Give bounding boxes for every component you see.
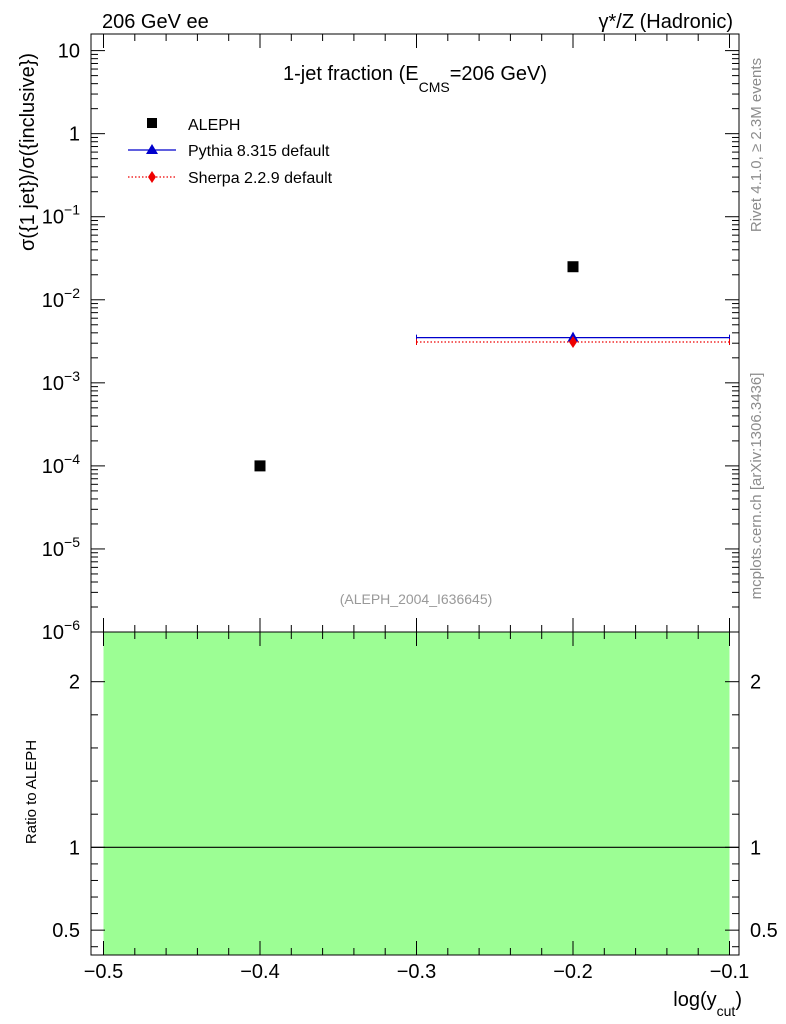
y-tick-label-base: 10 xyxy=(42,373,64,395)
ratio-y-tick-label-left: 2 xyxy=(69,672,80,694)
y-tick-label: 10−6 xyxy=(42,617,80,644)
legend-sherpa-label: Sherpa 2.2.9 default xyxy=(188,170,333,187)
y-tick-label-base: 10 xyxy=(42,207,64,229)
sherpa-data-point xyxy=(569,336,577,349)
header-right-label: γ*/Z (Hadronic) xyxy=(599,11,733,33)
chart-title: 1-jet fraction (ECMS=206 GeV) xyxy=(283,63,547,95)
x-axis-label-tail: ) xyxy=(735,989,742,1011)
ratio-y-tick-label-left: 0.5 xyxy=(52,920,80,942)
y-tick-label-exponent: −2 xyxy=(64,285,80,301)
ratio-y-tick-label-left: 1 xyxy=(69,837,80,859)
y-tick-label-base: 10 xyxy=(42,539,64,561)
ratio-uncertainty-band xyxy=(103,632,730,955)
ratio-y-axis-label: Ratio to ALEPH xyxy=(23,740,40,844)
x-axis-label-main: log(y xyxy=(673,989,716,1011)
aleph-data-point xyxy=(254,460,266,472)
y-tick-label-exponent: −4 xyxy=(64,451,80,467)
y-tick-label-exponent: −1 xyxy=(64,202,80,218)
y-tick-label-base: 10 xyxy=(58,41,80,63)
y-tick-label-base: 10 xyxy=(42,456,64,478)
y-tick-label-base: 10 xyxy=(42,622,64,644)
header-left-label: 206 GeV ee xyxy=(102,11,209,33)
rivet-label: Rivet 4.1.0, ≥ 2.3M events xyxy=(748,58,765,232)
y-tick-label: 10−2 xyxy=(42,285,80,312)
y-tick-label-exponent: −3 xyxy=(64,368,80,384)
y-tick-label-base: 1 xyxy=(69,124,80,146)
legend-aleph-label: ALEPH xyxy=(188,117,240,134)
legend: ALEPH Pythia 8.315 default Sherpa 2.2.9 … xyxy=(128,117,333,187)
chart-title-tail: =206 GeV) xyxy=(450,63,547,85)
y-tick-label: 10−5 xyxy=(42,534,80,561)
y-tick-label-base: 10 xyxy=(42,290,64,312)
x-tick-label: −0.1 xyxy=(710,961,749,983)
x-axis-label: log(ycut) xyxy=(673,989,742,1019)
y-tick-label: 10−3 xyxy=(42,368,80,395)
analysis-watermark: (ALEPH_2004_I636645) xyxy=(340,591,493,607)
chart-title-main: 1-jet fraction (E xyxy=(283,63,419,85)
ratio-y-tick-label-right: 1 xyxy=(750,837,761,859)
legend-pythia-label: Pythia 8.315 default xyxy=(188,143,330,160)
ratio-y-tick-label-right: 2 xyxy=(750,672,761,694)
legend-aleph-marker xyxy=(147,118,157,128)
y-tick-label: 1 xyxy=(69,124,80,146)
aleph-data-point xyxy=(567,261,579,273)
chart-title-subscript: CMS xyxy=(419,79,450,95)
y-tick-label: 10−4 xyxy=(42,451,80,478)
y-tick-label: 10 xyxy=(58,41,80,63)
y-tick-label-exponent: −6 xyxy=(64,617,80,633)
y-tick-label: 10−1 xyxy=(42,202,80,229)
mcplots-label: mcplots.cern.ch [arXiv:1306.3436] xyxy=(748,373,765,600)
legend-pythia-marker xyxy=(146,144,158,154)
x-tick-label: −0.5 xyxy=(84,961,123,983)
x-tick-label: −0.3 xyxy=(397,961,436,983)
ratio-y-tick-label-right: 0.5 xyxy=(750,920,778,942)
x-axis-label-subscript: cut xyxy=(717,1003,736,1019)
main-y-axis-label: σ({1 jet})/σ({inclusive}) xyxy=(17,53,39,251)
legend-sherpa-marker xyxy=(148,171,156,183)
y-tick-label-exponent: −5 xyxy=(64,534,80,550)
x-tick-label: −0.4 xyxy=(240,961,279,983)
x-tick-label: −0.2 xyxy=(553,961,592,983)
ratio-plot-frame xyxy=(90,631,740,956)
